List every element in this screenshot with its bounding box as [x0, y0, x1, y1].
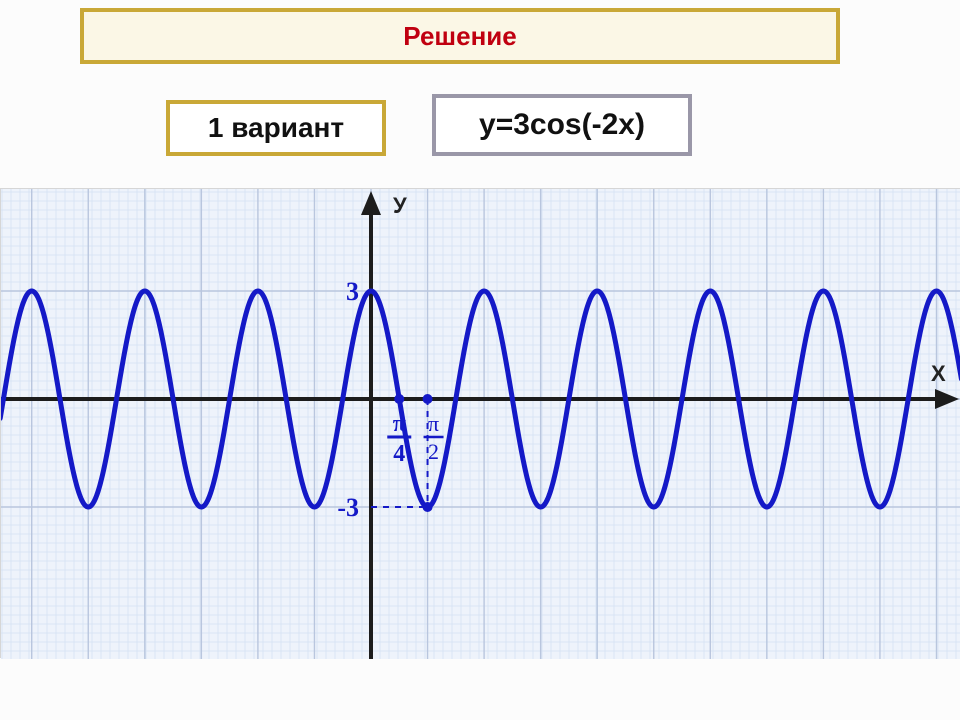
formula-label: y=3cos(-2x) [479, 108, 645, 142]
svg-text:У: У [393, 193, 407, 218]
title-box: Решение [80, 8, 840, 64]
svg-text:4: 4 [393, 441, 405, 467]
title-label: Решение [403, 21, 516, 52]
svg-text:π: π [428, 411, 439, 436]
chart-area: 3-3π4π2УX [0, 188, 960, 658]
svg-text:π: π [393, 411, 406, 437]
svg-text:3: 3 [346, 277, 359, 306]
svg-text:2: 2 [428, 439, 439, 464]
cosine-chart: 3-3π4π2УX [1, 189, 960, 659]
variant-label: 1 вариант [208, 112, 344, 144]
svg-text:-3: -3 [337, 493, 359, 522]
variant-box: 1 вариант [166, 100, 386, 156]
formula-box: y=3cos(-2x) [432, 94, 692, 156]
svg-text:X: X [931, 361, 946, 386]
